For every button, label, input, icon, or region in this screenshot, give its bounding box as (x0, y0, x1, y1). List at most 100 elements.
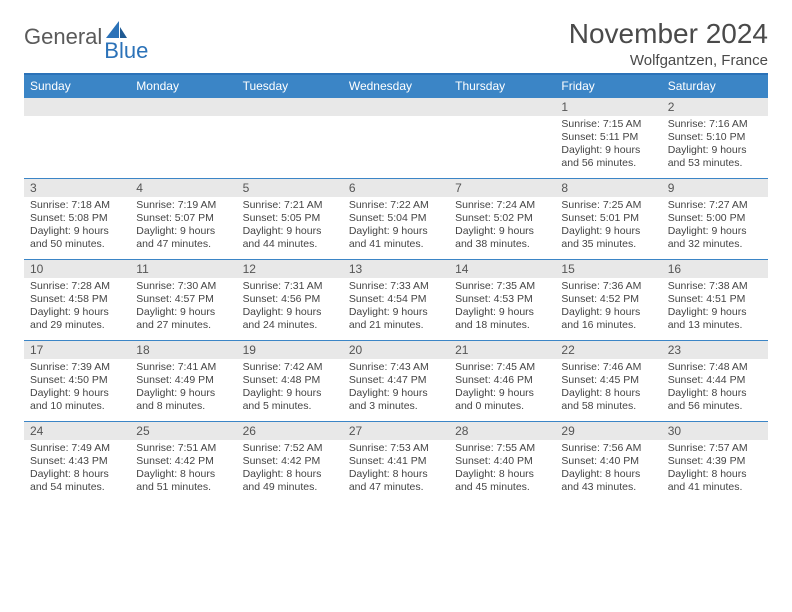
day-cell (130, 98, 236, 117)
sunrise-text: Sunrise: 7:19 AM (136, 199, 230, 212)
day-cell: Sunrise: 7:38 AMSunset: 4:51 PMDaylight:… (662, 278, 768, 341)
daylight-text: Daylight: 9 hours and 53 minutes. (668, 144, 762, 170)
day-cell: Sunrise: 7:43 AMSunset: 4:47 PMDaylight:… (343, 359, 449, 422)
day-data (237, 116, 343, 178)
day-cell: Sunrise: 7:45 AMSunset: 4:46 PMDaylight:… (449, 359, 555, 422)
day-data: Sunrise: 7:42 AMSunset: 4:48 PMDaylight:… (237, 359, 343, 421)
day-data: Sunrise: 7:25 AMSunset: 5:01 PMDaylight:… (555, 197, 661, 259)
daylight-text: Daylight: 9 hours and 35 minutes. (561, 225, 655, 251)
day-cell: 23 (662, 341, 768, 360)
day-data-row: Sunrise: 7:18 AMSunset: 5:08 PMDaylight:… (24, 197, 768, 260)
sunrise-text: Sunrise: 7:28 AM (30, 280, 124, 293)
daylight-text: Daylight: 9 hours and 47 minutes. (136, 225, 230, 251)
day-cell: 16 (662, 260, 768, 279)
daylight-text: Daylight: 9 hours and 44 minutes. (243, 225, 337, 251)
day-data: Sunrise: 7:45 AMSunset: 4:46 PMDaylight:… (449, 359, 555, 421)
day-cell: Sunrise: 7:22 AMSunset: 5:04 PMDaylight:… (343, 197, 449, 260)
day-number: 13 (343, 260, 449, 278)
day-data: Sunrise: 7:31 AMSunset: 4:56 PMDaylight:… (237, 278, 343, 340)
brand-logo: General Blue (24, 18, 172, 50)
sunset-text: Sunset: 4:56 PM (243, 293, 337, 306)
daylight-text: Daylight: 9 hours and 32 minutes. (668, 225, 762, 251)
daylight-text: Daylight: 8 hours and 51 minutes. (136, 468, 230, 494)
sunset-text: Sunset: 5:02 PM (455, 212, 549, 225)
sunset-text: Sunset: 4:49 PM (136, 374, 230, 387)
sunrise-text: Sunrise: 7:48 AM (668, 361, 762, 374)
weekday-header: Sunday (24, 75, 130, 98)
day-data: Sunrise: 7:18 AMSunset: 5:08 PMDaylight:… (24, 197, 130, 259)
day-number: 18 (130, 341, 236, 359)
page-title: November 2024 (569, 18, 768, 50)
day-cell: Sunrise: 7:35 AMSunset: 4:53 PMDaylight:… (449, 278, 555, 341)
day-cell: 24 (24, 422, 130, 441)
day-cell: Sunrise: 7:25 AMSunset: 5:01 PMDaylight:… (555, 197, 661, 260)
sunrise-text: Sunrise: 7:43 AM (349, 361, 443, 374)
daylight-text: Daylight: 9 hours and 8 minutes. (136, 387, 230, 413)
location-label: Wolfgantzen, France (569, 52, 768, 69)
day-data: Sunrise: 7:22 AMSunset: 5:04 PMDaylight:… (343, 197, 449, 259)
day-data (449, 116, 555, 178)
day-data: Sunrise: 7:46 AMSunset: 4:45 PMDaylight:… (555, 359, 661, 421)
day-data: Sunrise: 7:41 AMSunset: 4:49 PMDaylight:… (130, 359, 236, 421)
day-cell: 1 (555, 98, 661, 117)
day-cell: 11 (130, 260, 236, 279)
sunrise-text: Sunrise: 7:46 AM (561, 361, 655, 374)
day-cell: Sunrise: 7:24 AMSunset: 5:02 PMDaylight:… (449, 197, 555, 260)
day-cell: Sunrise: 7:55 AMSunset: 4:40 PMDaylight:… (449, 440, 555, 502)
day-number: 19 (237, 341, 343, 359)
day-cell: Sunrise: 7:52 AMSunset: 4:42 PMDaylight:… (237, 440, 343, 502)
day-data-row: Sunrise: 7:49 AMSunset: 4:43 PMDaylight:… (24, 440, 768, 502)
daylight-text: Daylight: 9 hours and 24 minutes. (243, 306, 337, 332)
sunset-text: Sunset: 5:00 PM (668, 212, 762, 225)
sunset-text: Sunset: 4:47 PM (349, 374, 443, 387)
sunset-text: Sunset: 5:08 PM (30, 212, 124, 225)
day-number: 24 (24, 422, 130, 440)
day-number: 11 (130, 260, 236, 278)
sunrise-text: Sunrise: 7:38 AM (668, 280, 762, 293)
sunset-text: Sunset: 4:41 PM (349, 455, 443, 468)
day-data-row: Sunrise: 7:39 AMSunset: 4:50 PMDaylight:… (24, 359, 768, 422)
day-cell: Sunrise: 7:28 AMSunset: 4:58 PMDaylight:… (24, 278, 130, 341)
day-cell (130, 116, 236, 179)
daylight-text: Daylight: 9 hours and 16 minutes. (561, 306, 655, 332)
day-cell: 28 (449, 422, 555, 441)
day-data-row: Sunrise: 7:15 AMSunset: 5:11 PMDaylight:… (24, 116, 768, 179)
sunrise-text: Sunrise: 7:15 AM (561, 118, 655, 131)
day-data: Sunrise: 7:56 AMSunset: 4:40 PMDaylight:… (555, 440, 661, 502)
daylight-text: Daylight: 9 hours and 0 minutes. (455, 387, 549, 413)
day-number-row: 24252627282930 (24, 422, 768, 441)
day-number: 2 (662, 98, 768, 116)
sunrise-text: Sunrise: 7:16 AM (668, 118, 762, 131)
day-number: 20 (343, 341, 449, 359)
sunrise-text: Sunrise: 7:42 AM (243, 361, 337, 374)
sunset-text: Sunset: 4:45 PM (561, 374, 655, 387)
day-cell (24, 116, 130, 179)
day-data: Sunrise: 7:39 AMSunset: 4:50 PMDaylight:… (24, 359, 130, 421)
day-data: Sunrise: 7:21 AMSunset: 5:05 PMDaylight:… (237, 197, 343, 259)
day-cell: 7 (449, 179, 555, 198)
day-number-row: 10111213141516 (24, 260, 768, 279)
daylight-text: Daylight: 8 hours and 45 minutes. (455, 468, 549, 494)
sunset-text: Sunset: 4:54 PM (349, 293, 443, 306)
sunrise-text: Sunrise: 7:33 AM (349, 280, 443, 293)
day-number: 10 (24, 260, 130, 278)
sunset-text: Sunset: 4:52 PM (561, 293, 655, 306)
day-number: 29 (555, 422, 661, 440)
day-data (130, 116, 236, 178)
weekday-header: Monday (130, 75, 236, 98)
day-number: 1 (555, 98, 661, 116)
day-data: Sunrise: 7:38 AMSunset: 4:51 PMDaylight:… (662, 278, 768, 340)
day-cell: 29 (555, 422, 661, 441)
day-data (24, 116, 130, 178)
day-number: 16 (662, 260, 768, 278)
weekday-header-row: Sunday Monday Tuesday Wednesday Thursday… (24, 75, 768, 98)
daylight-text: Daylight: 9 hours and 41 minutes. (349, 225, 443, 251)
sunrise-text: Sunrise: 7:55 AM (455, 442, 549, 455)
sunrise-text: Sunrise: 7:22 AM (349, 199, 443, 212)
day-number: 6 (343, 179, 449, 197)
day-cell: 26 (237, 422, 343, 441)
day-data: Sunrise: 7:16 AMSunset: 5:10 PMDaylight:… (662, 116, 768, 178)
sunset-text: Sunset: 4:51 PM (668, 293, 762, 306)
weekday-header: Tuesday (237, 75, 343, 98)
weekday-header: Saturday (662, 75, 768, 98)
